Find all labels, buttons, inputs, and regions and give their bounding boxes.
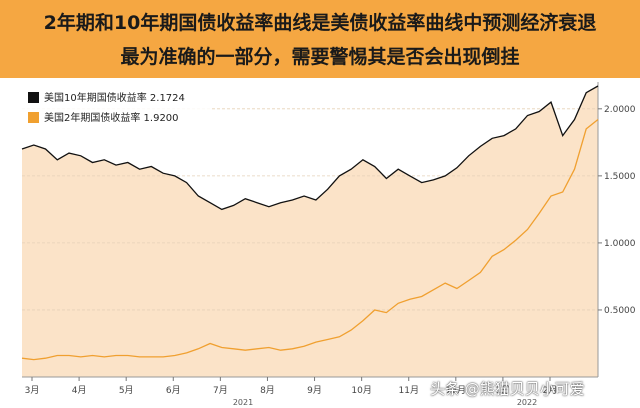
x-tick-label: 2月: [543, 385, 558, 396]
x-tick-label: 7月: [213, 385, 228, 396]
series-10y-area: [22, 86, 598, 377]
x-tick-label: 10月: [351, 385, 371, 396]
x-year-label: 2021: [233, 398, 253, 407]
chart-title-line-1: 2年期和10年期国债收益率曲线是美债收益率曲线中预测经济衰退: [43, 12, 597, 34]
x-tick-label: 11月: [399, 385, 419, 396]
legend-label: 美国2年期国债收益率 1.9200: [44, 111, 179, 124]
x-tick-label: 4月: [72, 385, 87, 396]
x-tick-label: 9月: [307, 385, 322, 396]
y-tick-label: 2.0000: [604, 105, 636, 115]
x-tick-label: 3月: [25, 385, 40, 396]
legend-box: [22, 84, 212, 126]
x-tick-label: 12月: [446, 385, 466, 396]
x-tick-label: 5月: [119, 385, 134, 396]
title-banner: 2年期和10年期国债收益率曲线是美债收益率曲线中预测经济衰退 最为准确的一部分，…: [0, 0, 640, 78]
watermark: 头条 @熊猫贝贝小可爱: [430, 380, 585, 398]
y-tick-label: 1.5000: [604, 172, 636, 182]
x-tick-label: 8月: [260, 385, 275, 396]
legend-label: 美国10年期国债收益率 2.1724: [44, 91, 185, 104]
series-10y-line: [21, 85, 599, 211]
y-tick-label: 1.0000: [604, 239, 636, 249]
x-year-label: 2022: [517, 398, 537, 407]
x-tick-label: 6月: [166, 385, 181, 396]
y-tick-label: 0.5000: [604, 306, 636, 316]
series-2y-line: [21, 118, 599, 361]
chart-title-line-2: 最为准确的一部分，需要警惕其是否会出现倒挂: [120, 46, 520, 68]
yield-chart: 0.5000 1.0000 1.5000 2.0000 3月 4月 5月 6月 7月 8月 9月 10…: [0, 78, 640, 408]
x-tick-label: 1月: [496, 385, 511, 396]
legend-swatch: [28, 112, 39, 123]
legend-swatch: [28, 92, 39, 103]
